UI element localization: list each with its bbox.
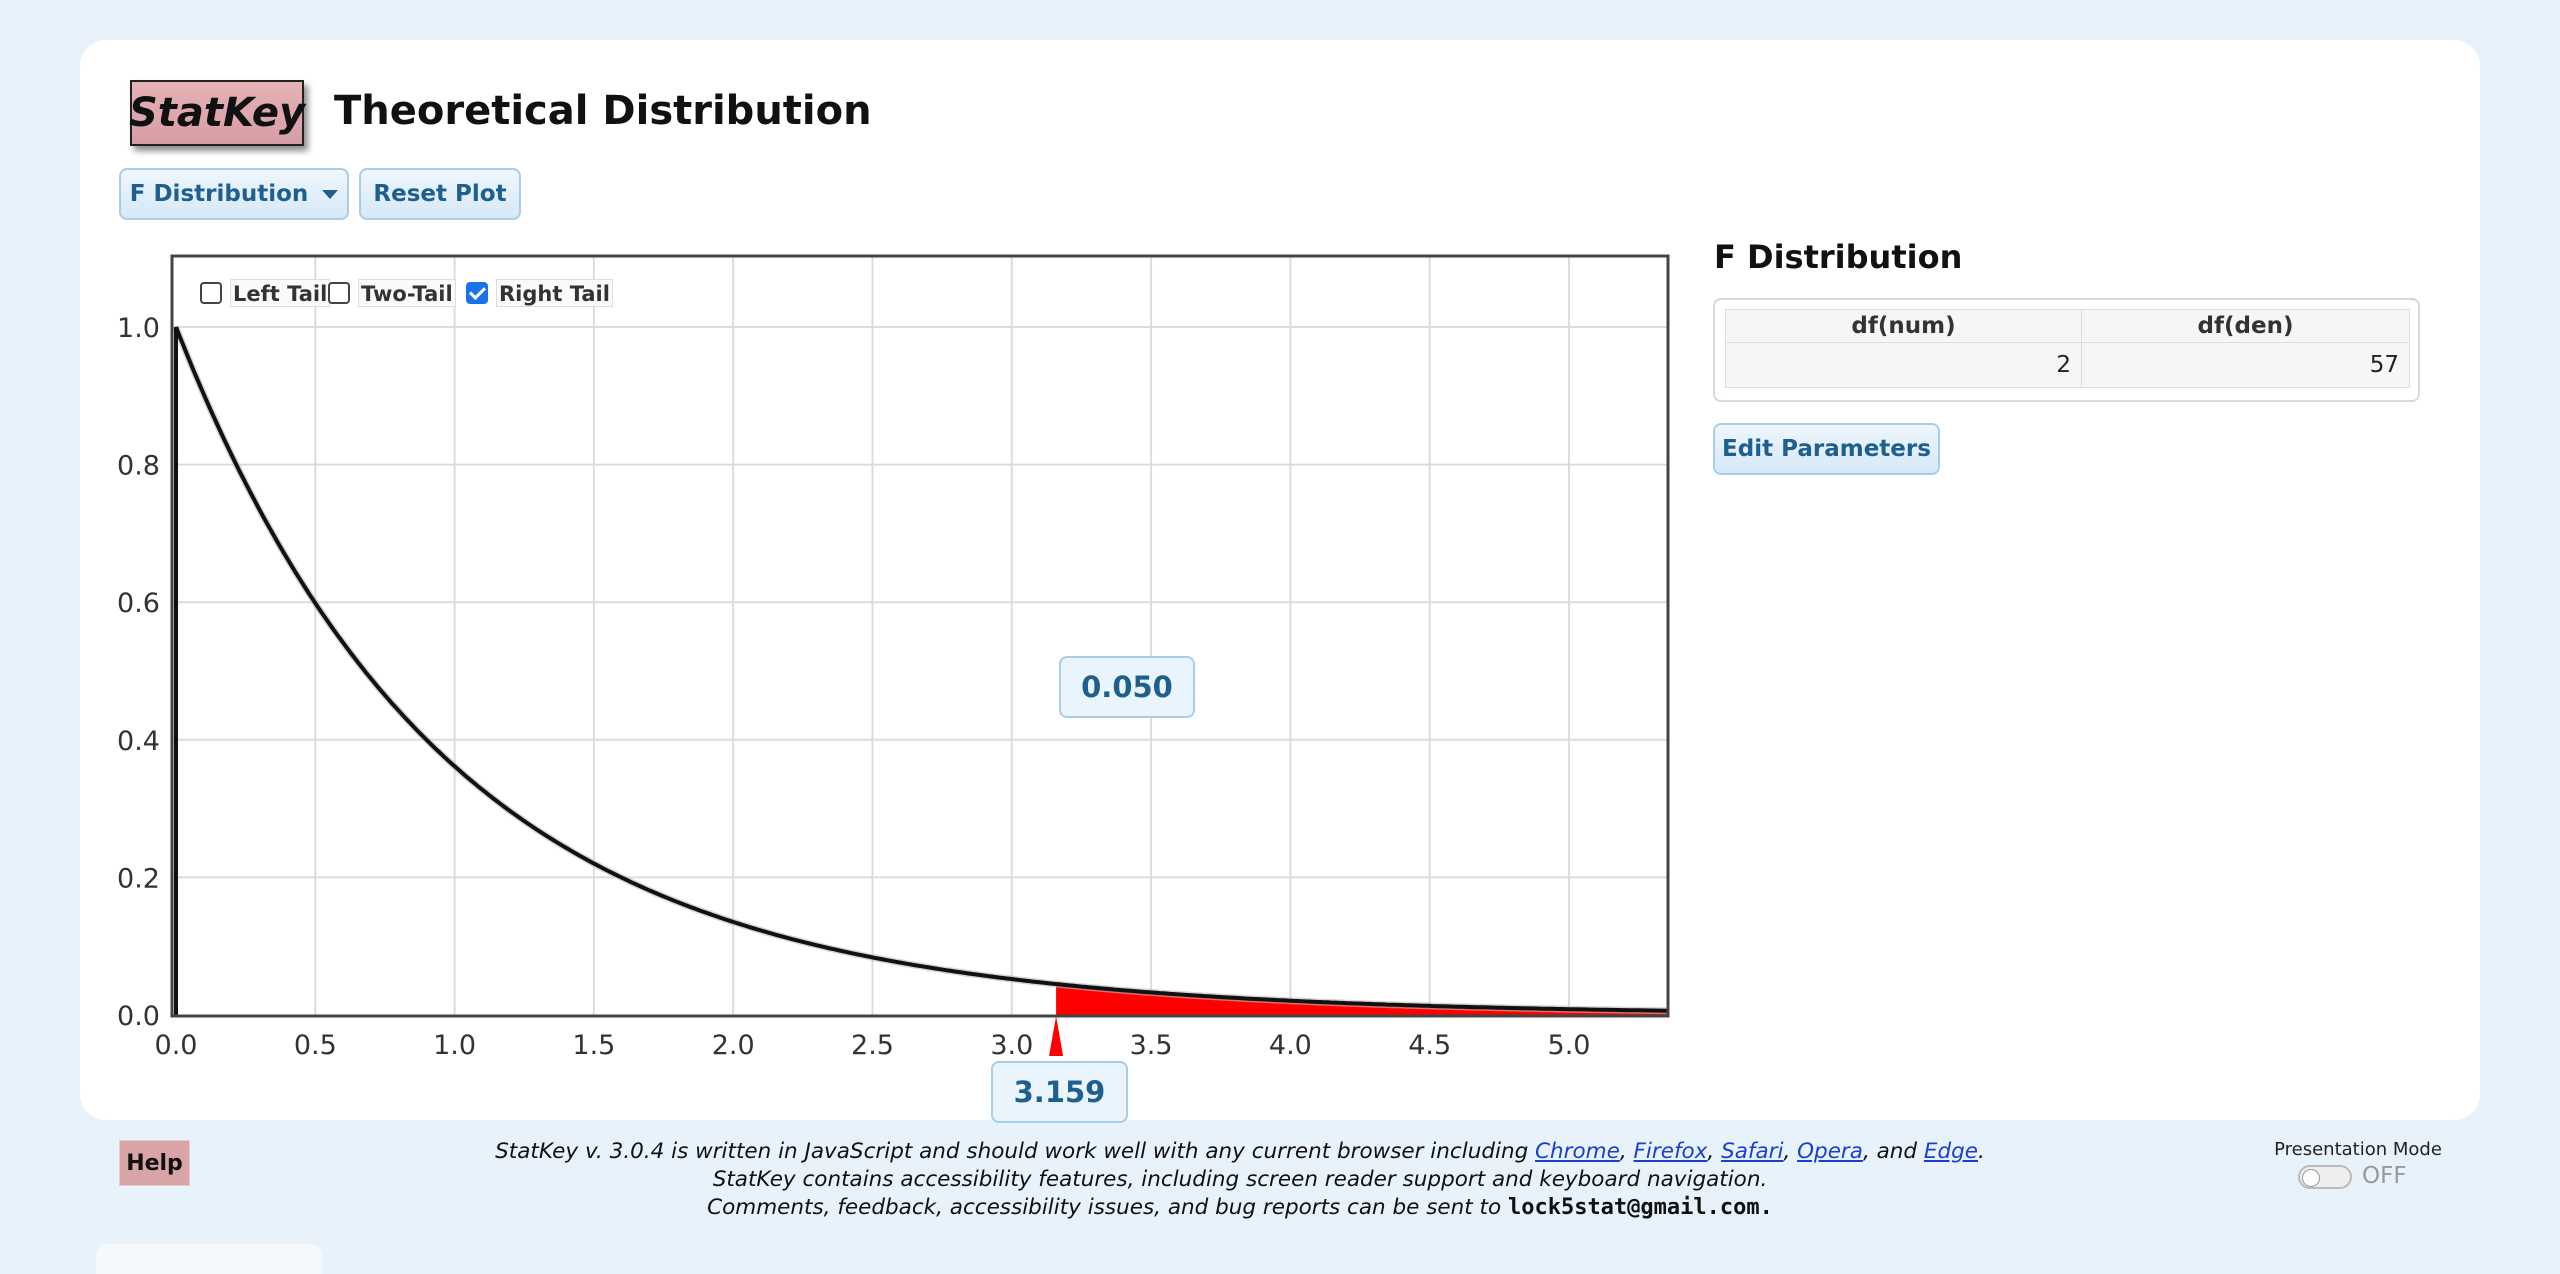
distribution-dropdown-label: F Distribution bbox=[129, 181, 309, 207]
right-tail-checkbox[interactable] bbox=[466, 282, 488, 304]
cutoff-value-box[interactable]: 3.159 bbox=[991, 1061, 1128, 1123]
presentation-mode-toggle[interactable] bbox=[2298, 1165, 2352, 1189]
edge-link[interactable]: Edge bbox=[1923, 1139, 1978, 1164]
footer-line-2: StatKey contains accessibility features,… bbox=[712, 1167, 1768, 1192]
page-title: Theoretical Distribution bbox=[334, 88, 872, 134]
presentation-mode-label: Presentation Mode bbox=[2274, 1139, 2442, 1160]
footer-line-3: Comments, feedback, accessibility issues… bbox=[707, 1195, 1773, 1220]
presentation-mode-state: OFF bbox=[2362, 1163, 2407, 1189]
right-tail-label: Right Tail bbox=[496, 279, 613, 307]
footer: StatKey v. 3.0.4 is written in JavaScrip… bbox=[300, 1138, 2180, 1222]
parameters-panel-title: F Distribution bbox=[1714, 238, 1963, 276]
df-den-header: df(den) bbox=[2081, 309, 2410, 343]
df-num-header: df(num) bbox=[1725, 309, 2082, 343]
left-tail-label: Left Tail bbox=[230, 279, 331, 307]
left-tail-checkbox[interactable] bbox=[200, 282, 222, 304]
two-tail-checkbox[interactable] bbox=[328, 282, 350, 304]
statkey-logo[interactable]: StatKey bbox=[128, 80, 306, 146]
opera-link[interactable]: Opera bbox=[1797, 1139, 1863, 1164]
help-button[interactable]: Help bbox=[119, 1140, 190, 1186]
bottom-panel-tab[interactable] bbox=[96, 1244, 322, 1274]
parameters-table-container: df(num) df(den) 2 57 bbox=[1713, 298, 2420, 402]
df-num-value: 2 bbox=[1725, 342, 2082, 388]
tail-probability-box[interactable]: 0.050 bbox=[1059, 656, 1195, 718]
two-tail-option[interactable]: Two-Tail bbox=[328, 276, 456, 310]
right-tail-option[interactable]: Right Tail bbox=[466, 276, 613, 310]
edit-parameters-button[interactable]: Edit Parameters bbox=[1713, 423, 1940, 475]
df-den-value: 57 bbox=[2081, 342, 2410, 388]
parameters-table: df(num) df(den) 2 57 bbox=[1725, 309, 2410, 388]
contact-email: lock5stat@gmail.com. bbox=[1507, 1195, 1773, 1220]
left-tail-option[interactable]: Left Tail bbox=[200, 276, 331, 310]
two-tail-label: Two-Tail bbox=[358, 279, 456, 307]
firefox-link[interactable]: Firefox bbox=[1633, 1139, 1708, 1164]
reset-plot-button[interactable]: Reset Plot bbox=[359, 168, 521, 220]
chrome-link[interactable]: Chrome bbox=[1535, 1139, 1620, 1164]
distribution-dropdown-button[interactable]: F Distribution bbox=[119, 168, 349, 220]
toggle-knob bbox=[2302, 1169, 2320, 1187]
safari-link[interactable]: Safari bbox=[1721, 1139, 1784, 1164]
logo-text: StatKey bbox=[128, 90, 306, 136]
caret-down-icon bbox=[322, 189, 339, 199]
footer-line-1: StatKey v. 3.0.4 is written in JavaScrip… bbox=[495, 1139, 1985, 1164]
